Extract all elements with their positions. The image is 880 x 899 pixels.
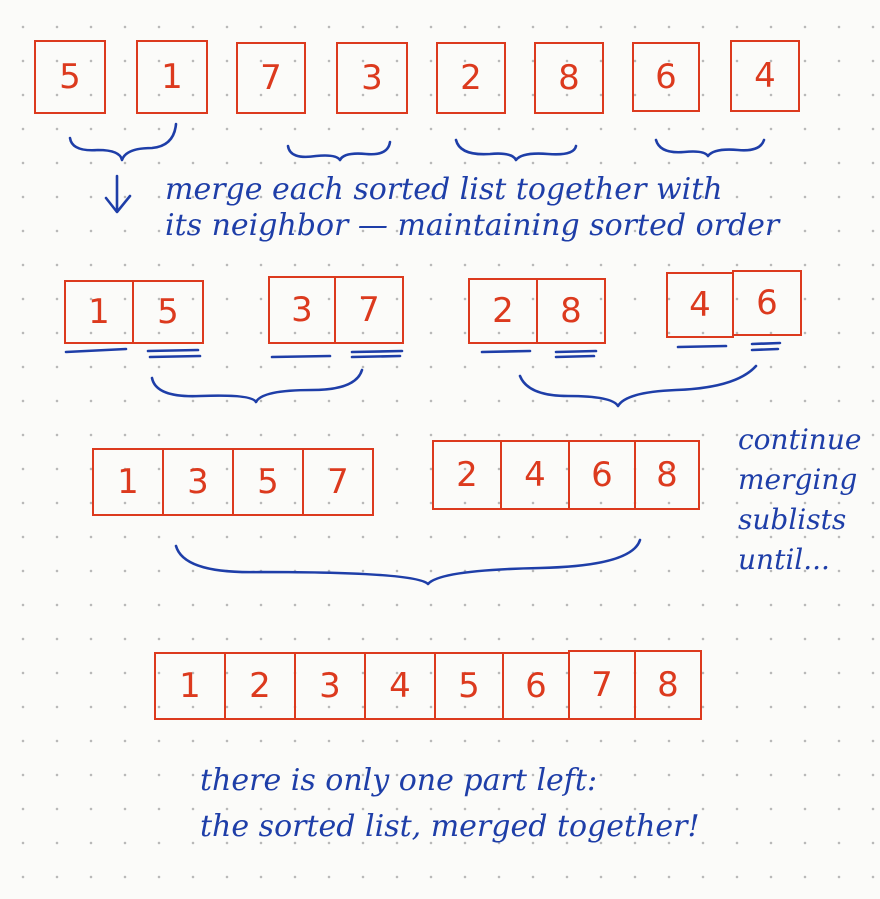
note-line: merging xyxy=(738,463,858,496)
number-box: 4 xyxy=(730,40,800,112)
down-arrow-icon xyxy=(104,174,132,214)
note-line: continue xyxy=(738,423,862,456)
number-box: 7 xyxy=(302,448,374,516)
number-box: 2 xyxy=(436,42,506,114)
merge-brace xyxy=(454,138,578,162)
note-line: its neighbor — maintaining sorted order xyxy=(165,208,780,243)
number-box: 7 xyxy=(236,42,306,114)
number-box: 6 xyxy=(632,42,700,112)
number-box: 4 xyxy=(364,652,436,720)
note-line: there is only one part left: xyxy=(200,763,598,798)
continue-note: continue merging sublists until... xyxy=(738,420,861,580)
underline-marks xyxy=(64,341,782,359)
merge-step-note: merge each sorted list together with its… xyxy=(165,172,779,244)
number-box: 8 xyxy=(536,278,606,344)
number-box: 7 xyxy=(334,276,404,344)
merge-brace xyxy=(518,364,758,408)
number-box: 5 xyxy=(132,280,204,344)
number-box: 1 xyxy=(136,40,208,114)
number-box: 3 xyxy=(336,42,408,114)
number-box: 1 xyxy=(92,448,164,516)
number-box: 1 xyxy=(154,652,226,720)
final-note: there is only one part left: the sorted … xyxy=(200,758,700,850)
number-box: 6 xyxy=(568,440,636,510)
note-line: merge each sorted list together with xyxy=(165,172,723,207)
merge-brace xyxy=(174,538,642,586)
number-box: 8 xyxy=(634,650,702,720)
number-box: 2 xyxy=(432,440,502,510)
number-box: 1 xyxy=(64,280,134,344)
number-box: 5 xyxy=(232,448,304,516)
number-box: 4 xyxy=(500,440,570,510)
number-box: 3 xyxy=(162,448,234,516)
merge-brace xyxy=(68,122,178,162)
merge-brace xyxy=(150,368,364,404)
number-box: 6 xyxy=(732,270,802,336)
number-box: 8 xyxy=(534,42,604,114)
number-box: 6 xyxy=(502,652,570,720)
merge-brace xyxy=(286,140,392,162)
number-box: 2 xyxy=(224,652,296,720)
note-line: sublists xyxy=(738,503,847,536)
number-box: 5 xyxy=(34,40,106,114)
number-box: 3 xyxy=(294,652,366,720)
number-box: 8 xyxy=(634,440,700,510)
number-box: 4 xyxy=(666,272,734,338)
number-box: 5 xyxy=(434,652,504,720)
note-line: the sorted list, merged together! xyxy=(200,809,700,844)
note-line: until... xyxy=(738,543,830,576)
number-box: 7 xyxy=(568,650,636,720)
merge-brace xyxy=(654,138,766,158)
number-box: 2 xyxy=(468,278,538,344)
number-box: 3 xyxy=(268,276,336,344)
